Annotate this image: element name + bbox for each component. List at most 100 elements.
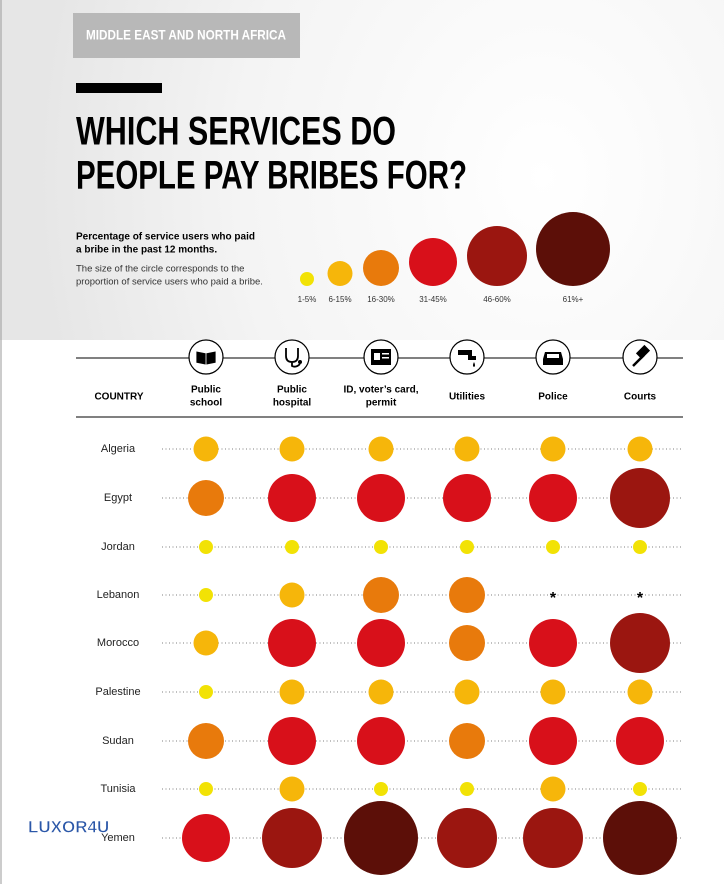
country-label: Tunisia bbox=[100, 783, 136, 795]
column-header: school bbox=[190, 398, 222, 409]
no-data-mark: * bbox=[637, 590, 644, 607]
legend-heading: Percentage of service users who paid bbox=[76, 232, 255, 243]
title-line: WHICH SERVICES DO bbox=[76, 110, 396, 154]
title-bar bbox=[76, 83, 162, 93]
bribe-circle bbox=[633, 540, 647, 554]
country-label: Egypt bbox=[104, 492, 132, 504]
bribe-circle bbox=[540, 679, 566, 705]
country-label: Yemen bbox=[101, 832, 135, 844]
country-header: COUNTRY bbox=[94, 392, 143, 403]
bribe-circle bbox=[454, 679, 480, 705]
watermark: LUXOR4U bbox=[28, 817, 109, 836]
bribe-circle bbox=[523, 808, 583, 868]
bribe-circle bbox=[193, 630, 219, 656]
legend-label: 1-5% bbox=[298, 295, 317, 304]
bribe-circle bbox=[188, 723, 224, 759]
legend-note: The size of the circle corresponds to th… bbox=[76, 264, 244, 275]
bribe-circle bbox=[199, 782, 213, 796]
bribe-circle bbox=[529, 474, 577, 522]
bribe-circle bbox=[279, 776, 305, 802]
bribe-circle bbox=[268, 474, 316, 522]
bribe-circle bbox=[357, 474, 405, 522]
legend-circle bbox=[327, 261, 353, 286]
bribe-circle bbox=[357, 619, 405, 667]
bribe-circle bbox=[199, 685, 213, 699]
country-label: Sudan bbox=[102, 735, 134, 747]
bribe-circle bbox=[460, 540, 474, 554]
column-header: Police bbox=[538, 392, 568, 403]
region-label: MIDDLE EAST AND NORTH AFRICA bbox=[86, 27, 286, 43]
bribe-circle bbox=[268, 717, 316, 765]
bribe-circle bbox=[449, 723, 485, 759]
legend-note: proportion of service users who paid a b… bbox=[76, 277, 263, 288]
column-header: ID, voter’s card, bbox=[343, 385, 418, 396]
column-header: Utilities bbox=[449, 392, 486, 403]
bribe-circle bbox=[633, 782, 647, 796]
bribe-circle bbox=[529, 619, 577, 667]
legend-label: 16-30% bbox=[367, 295, 395, 304]
bribe-circle bbox=[285, 540, 299, 554]
country-label: Algeria bbox=[101, 443, 136, 455]
bribe-circle bbox=[357, 717, 405, 765]
bribe-circle bbox=[368, 679, 394, 705]
legend-label: 46-60% bbox=[483, 295, 511, 304]
legend-label: 31-45% bbox=[419, 295, 447, 304]
bribe-circle bbox=[199, 588, 213, 602]
bribe-circle bbox=[540, 436, 566, 462]
bribe-circle bbox=[546, 540, 560, 554]
bribe-circle bbox=[627, 436, 653, 462]
legend-circle bbox=[467, 226, 527, 286]
bribe-circle bbox=[374, 782, 388, 796]
table-background bbox=[0, 340, 724, 884]
legend-label: 61%+ bbox=[563, 295, 584, 304]
bribe-circle bbox=[374, 540, 388, 554]
bribe-circle bbox=[610, 613, 670, 673]
bribe-circle bbox=[279, 436, 305, 462]
country-label: Morocco bbox=[97, 637, 139, 649]
bribe-circle bbox=[449, 625, 485, 661]
column-header: Public bbox=[191, 385, 221, 396]
bribe-circle bbox=[616, 717, 664, 765]
column-header: hospital bbox=[273, 398, 312, 409]
bribe-circle bbox=[188, 480, 224, 516]
legend-label: 6-15% bbox=[328, 295, 351, 304]
legend-circle bbox=[300, 272, 314, 286]
title-line: PEOPLE PAY BRIBES FOR? bbox=[76, 154, 467, 198]
legend-heading: a bribe in the past 12 months. bbox=[76, 245, 217, 256]
country-label: Lebanon bbox=[97, 589, 140, 601]
bribe-circle bbox=[279, 679, 305, 705]
bribe-circle bbox=[454, 436, 480, 462]
bribe-circle bbox=[603, 801, 677, 875]
bribe-circle bbox=[443, 474, 491, 522]
icon-glyphs bbox=[195, 344, 651, 368]
bribe-circle bbox=[610, 468, 670, 528]
bribe-circle bbox=[460, 782, 474, 796]
bribe-circle bbox=[268, 619, 316, 667]
bribe-circle bbox=[363, 577, 399, 613]
bribe-circle bbox=[540, 776, 566, 802]
bribe-circle bbox=[437, 808, 497, 868]
bribe-circle bbox=[344, 801, 418, 875]
bribe-circle bbox=[627, 679, 653, 705]
country-label: Jordan bbox=[101, 541, 135, 553]
column-header: Courts bbox=[624, 392, 657, 403]
bribe-circle bbox=[449, 577, 485, 613]
column-header: permit bbox=[366, 398, 397, 409]
bribe-circle bbox=[529, 717, 577, 765]
bribe-circle bbox=[368, 436, 394, 462]
bribe-circle bbox=[199, 540, 213, 554]
bribe-circle bbox=[279, 582, 305, 608]
legend-circle bbox=[363, 250, 399, 286]
country-label: Palestine bbox=[95, 686, 140, 698]
bribe-circle bbox=[182, 814, 230, 862]
column-header: Public bbox=[277, 385, 307, 396]
region-tag bbox=[73, 13, 300, 58]
legend-circle bbox=[409, 238, 457, 286]
bribe-circle bbox=[193, 436, 219, 462]
legend-circle bbox=[536, 212, 610, 286]
bribe-circle bbox=[262, 808, 322, 868]
column-icons bbox=[188, 339, 658, 375]
no-data-mark: * bbox=[550, 590, 557, 607]
